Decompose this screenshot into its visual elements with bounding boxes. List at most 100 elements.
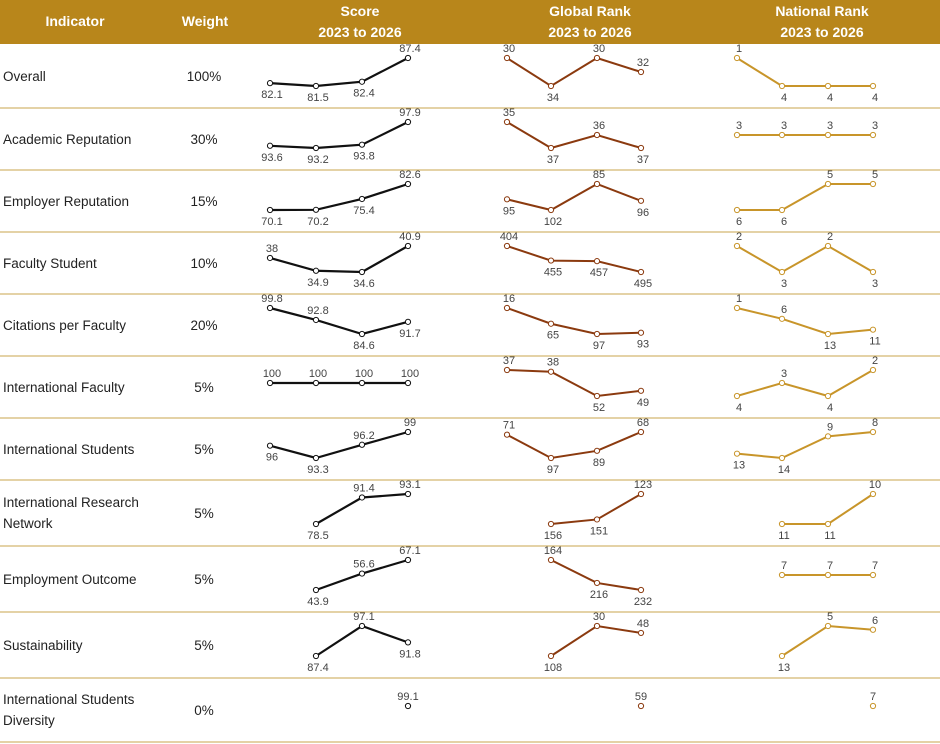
weight: 5% [194, 441, 214, 457]
data-label: 97.9 [399, 107, 420, 119]
data-label: 32 [637, 57, 649, 69]
sparkline [269, 306, 409, 336]
data-label: 82.1 [261, 89, 282, 101]
point [593, 330, 601, 338]
point [312, 206, 320, 213]
data-label: 5 [872, 169, 878, 181]
point [266, 206, 274, 214]
data-label: 16 [503, 293, 515, 305]
point [404, 428, 412, 436]
sparkline [781, 624, 874, 657]
point [778, 379, 786, 387]
point [503, 242, 511, 250]
data-label: 100 [309, 368, 327, 380]
sparkline [550, 624, 642, 657]
data-label: 2 [736, 231, 742, 243]
sparkline [736, 307, 874, 336]
data-label: 3 [736, 120, 742, 132]
data-label: 3 [872, 120, 878, 132]
point [593, 258, 601, 265]
data-label: 30 [593, 611, 605, 623]
point [637, 197, 645, 204]
data-label: 2 [872, 355, 878, 367]
point [266, 379, 274, 387]
point [733, 54, 741, 62]
data-label: 93.6 [261, 152, 282, 164]
data-label: 6 [781, 304, 787, 316]
point [358, 570, 366, 577]
data-label: 100 [263, 368, 281, 380]
point [593, 579, 601, 587]
point [778, 454, 786, 462]
data-label: 34.9 [307, 277, 328, 289]
data-label: 97.1 [353, 611, 374, 623]
sparkline [269, 182, 409, 212]
point [503, 366, 511, 374]
weight: 100% [186, 68, 222, 84]
indicator: International Research Network [3, 495, 139, 531]
point [778, 206, 786, 214]
point [824, 242, 832, 250]
point [547, 320, 555, 327]
data-label: 108 [544, 662, 562, 674]
data-label: 56.6 [353, 559, 374, 571]
point [266, 442, 274, 449]
data-label: 156 [544, 530, 562, 542]
data-label: 52 [593, 402, 605, 414]
data-label: 7 [781, 560, 787, 572]
point [312, 316, 320, 324]
point [358, 379, 366, 387]
point [637, 586, 645, 594]
indicator: International Students Diversity [3, 692, 135, 728]
point [733, 304, 741, 312]
point [358, 622, 366, 630]
weight: 30% [190, 131, 218, 147]
point [503, 54, 511, 62]
data-label: 102 [544, 216, 562, 228]
data-label: 34.6 [353, 278, 374, 290]
data-label: 70.1 [261, 216, 282, 228]
data-label: 95 [503, 205, 515, 217]
point [312, 586, 320, 594]
point [312, 379, 320, 387]
data-label: 97 [593, 340, 605, 352]
data-label: 232 [634, 596, 652, 608]
point [593, 180, 601, 188]
data-label: 4 [781, 92, 787, 104]
data-label: 1 [736, 293, 742, 305]
point [404, 54, 412, 62]
data-label: 5 [827, 169, 833, 181]
sparkline [736, 244, 874, 274]
data-label: 30 [503, 43, 515, 55]
data-label: 49 [637, 397, 649, 409]
data-label: 99 [404, 417, 416, 429]
data-label: 11 [778, 530, 789, 542]
point [312, 82, 320, 90]
data-label: 164 [544, 545, 562, 557]
point [824, 131, 832, 139]
data-label: 4 [736, 402, 742, 414]
point [637, 428, 645, 436]
sparkline [506, 307, 642, 336]
data-label: 5 [827, 611, 833, 623]
weight: 5% [194, 571, 214, 587]
data-label: 123 [634, 479, 652, 491]
data-label: 7 [827, 560, 833, 572]
point [733, 131, 741, 139]
data-label: 38 [547, 357, 559, 369]
data-label: 87.4 [307, 662, 328, 674]
data-label: 59 [635, 691, 647, 703]
data-label: 43.9 [307, 596, 328, 608]
point [312, 454, 320, 462]
point [778, 315, 786, 322]
point [637, 629, 645, 637]
indicator: Employment Outcome [3, 571, 137, 587]
point [869, 571, 877, 579]
point [637, 144, 645, 152]
sparkline [506, 121, 642, 150]
point [404, 118, 412, 126]
point [869, 180, 877, 188]
data-label: 37 [503, 355, 515, 367]
indicator: Faculty Student [3, 255, 97, 271]
